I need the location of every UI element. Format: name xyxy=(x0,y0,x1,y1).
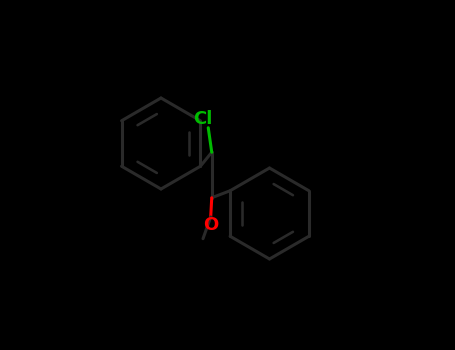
Text: Cl: Cl xyxy=(193,110,212,128)
Text: O: O xyxy=(203,216,218,234)
